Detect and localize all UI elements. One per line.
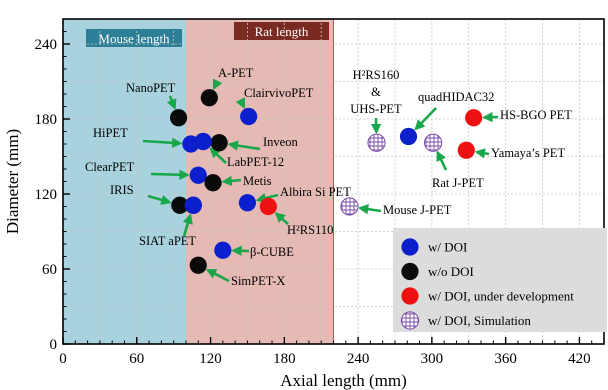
label-arrow: [221, 175, 242, 187]
y-axis-title: Diameter (mm): [3, 129, 22, 234]
point-label: ClearPET: [85, 160, 135, 174]
label-arrow: [474, 148, 490, 159]
point-label: β-CUBE: [250, 245, 294, 259]
data-point-doi: [238, 194, 257, 212]
label-arrow: [212, 78, 223, 91]
point-label: quadHIDAC32: [418, 90, 494, 104]
x-tick-label: 420: [568, 351, 591, 367]
region-mouse-title-box: [86, 29, 182, 47]
data-point-doi: [189, 166, 207, 184]
point-label: Metis: [243, 174, 272, 188]
legend-label: w/ DOI: [428, 240, 467, 255]
region-mouse-title: Mouse length: [98, 31, 170, 46]
region-rat-title: Rat length: [255, 24, 309, 39]
x-tick-label: 360: [494, 351, 517, 367]
point-label: NanoPET: [126, 81, 176, 95]
point-label: A-PET: [218, 66, 254, 80]
label-arrow: [414, 107, 437, 131]
legend: w/ DOI w/o DOI w/ DOI, under development w/…: [393, 228, 607, 332]
data-point-doi: [399, 127, 418, 146]
legend-marker-sim: [400, 311, 420, 330]
label-arrow: [357, 204, 382, 215]
legend-label: w/ DOI, Simulation: [428, 313, 531, 328]
data-point-dev: [259, 197, 277, 216]
arrows-layer: [142, 78, 499, 283]
label-arrow: [274, 212, 289, 225]
data-point-doi: [240, 107, 258, 126]
legend-box: [393, 228, 607, 332]
label-arrow: [142, 137, 183, 149]
label-arrow: [227, 140, 261, 151]
point-label: Mouse J-PET: [383, 203, 452, 217]
x-tick-label: 300: [421, 351, 444, 367]
legend-marker-dev: [401, 287, 419, 305]
y-tick-label: 0: [50, 337, 58, 353]
label-arrow: [182, 213, 193, 237]
legend-label: w/o DOI: [428, 264, 474, 279]
x-tick-label: 0: [59, 351, 67, 367]
y-tick-label: 120: [35, 187, 58, 203]
data-point-nodoi: [210, 134, 228, 152]
point-label: Inveon: [263, 135, 298, 149]
data-point-nodoi: [169, 109, 188, 127]
region-mouse-length: [63, 19, 186, 344]
point-label: Rat J-PET: [432, 176, 484, 190]
regions-layer: Mouse length Rat length: [63, 19, 334, 344]
data-point-nodoi: [189, 256, 207, 274]
data-point-nodoi: [204, 174, 222, 192]
data-point-doi: [194, 132, 212, 151]
x-tick-label: 180: [273, 351, 296, 367]
data-point-sim: [340, 197, 359, 216]
data-point-dev: [457, 141, 475, 159]
point-label: H²RS110: [287, 223, 333, 237]
region-rat-title-box: [234, 22, 329, 40]
data-point-nodoi: [171, 196, 189, 214]
data-point-sim: [423, 133, 443, 152]
point-label: HiPET: [93, 126, 128, 140]
data-point-doi: [214, 241, 232, 259]
point-label: SimPET-X: [231, 274, 285, 288]
point-label-line: &: [371, 85, 381, 99]
x-tick-label: 60: [129, 351, 144, 367]
point-label: ClairvivoPET: [244, 86, 314, 100]
point-label: Yamaya’s PET: [491, 146, 565, 160]
label-arrow: [150, 169, 190, 180]
legend-label: w/ DOI, under development: [428, 289, 574, 304]
point-label: IRIS: [110, 183, 134, 197]
points-layer: [169, 89, 483, 274]
point-label: HS-BGO PET: [500, 108, 572, 122]
point-label: SIAT aPET: [139, 234, 196, 248]
point-label: LabPET-12: [227, 155, 284, 169]
data-point-dev: [465, 109, 483, 127]
point-label: Albira Si PET: [280, 185, 351, 199]
label-arrow: [147, 194, 172, 205]
label-arrow: [209, 147, 227, 164]
point-label: H²RS160 & UHS-PET: [350, 68, 402, 116]
legend-marker-doi: [401, 238, 419, 256]
label-arrow: [255, 193, 279, 204]
data-point-doi: [184, 196, 202, 214]
label-arrow: [235, 97, 246, 109]
labels-layer: A-PET NanoPET ClairvivoPET HiPET Inveon LabPE…: [85, 66, 572, 288]
y-tick-label: 60: [42, 262, 57, 278]
x-axis-title: Axial length (mm): [280, 371, 407, 390]
axes-layer: 0 60 120 180 240 300 360 420 0 60 120 180 240: [35, 18, 605, 367]
y-tick-label: 180: [35, 112, 58, 128]
y-tick-label: 240: [35, 37, 58, 53]
point-label-line: UHS-PET: [350, 102, 402, 116]
point-label-line: H²RS160: [353, 68, 400, 82]
label-arrow: [436, 150, 448, 171]
data-point-sim: [367, 133, 386, 152]
x-tick-label: 120: [199, 351, 222, 367]
legend-marker-nodoi: [401, 262, 419, 281]
label-arrow: [166, 95, 177, 110]
x-tick-label: 240: [347, 351, 370, 367]
label-arrow: [205, 268, 230, 283]
data-point-nodoi: [200, 89, 218, 107]
